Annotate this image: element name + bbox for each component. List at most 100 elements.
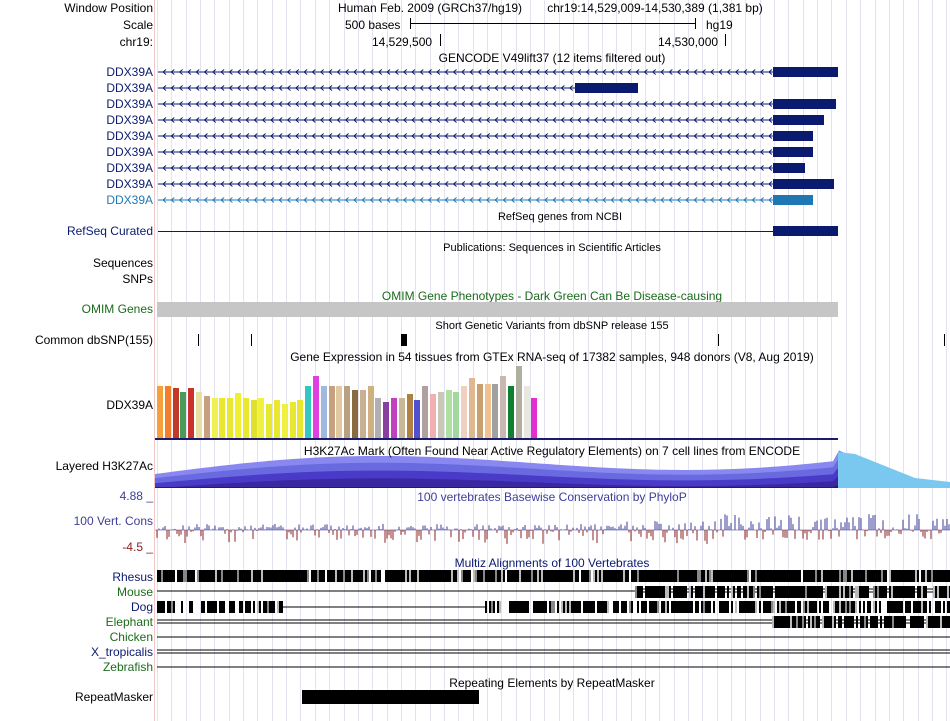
h3k27ac-label[interactable]: Layered H3K27Ac: [55, 459, 153, 473]
gtex-tissue-bar[interactable]: [398, 398, 405, 438]
gtex-tissue-bar[interactable]: [344, 386, 351, 438]
gtex-label[interactable]: DDX39A: [106, 398, 153, 412]
gtex-tissue-bar[interactable]: [157, 386, 163, 438]
gtex-tissue-bar[interactable]: [500, 376, 507, 438]
gencode-transcript-label[interactable]: DDX39A: [106, 129, 153, 143]
omim-bar[interactable]: [157, 302, 838, 317]
gtex-tissue-bar[interactable]: [367, 386, 374, 438]
gtex-tissue-bar[interactable]: [211, 398, 218, 438]
gtex-tissue-bar[interactable]: [406, 394, 413, 438]
gencode-transcript-label[interactable]: DDX39A: [106, 193, 153, 207]
gtex-tissue-bar[interactable]: [172, 388, 179, 438]
gtex-tissue-bar[interactable]: [305, 386, 312, 438]
h3k27ac-signal[interactable]: [155, 440, 950, 490]
multiz-species-label[interactable]: Zebrafish: [102, 660, 153, 674]
repeatmasker-label[interactable]: RepeatMasker: [74, 690, 153, 704]
gencode-transcript-label[interactable]: DDX39A: [106, 177, 153, 191]
gtex-tissue-bar[interactable]: [375, 398, 382, 438]
gtex-tissue-bar[interactable]: [422, 386, 429, 438]
conservation-plot[interactable]: [155, 505, 950, 555]
gtex-tissue-bar[interactable]: [313, 376, 319, 438]
multiz-species-label[interactable]: Dog: [130, 600, 153, 614]
gencode-transcript[interactable]: [158, 163, 805, 173]
gtex-tissue-bar[interactable]: [164, 386, 171, 438]
gtex-tissue-bar[interactable]: [258, 398, 265, 438]
gtex-tissue-bar[interactable]: [469, 378, 475, 438]
gtex-tissue-bar[interactable]: [391, 398, 397, 438]
sequences-label[interactable]: Sequences: [92, 256, 153, 270]
gtex-tissue-bar[interactable]: [274, 400, 280, 438]
gtex-tissue-bar[interactable]: [188, 388, 195, 438]
window-position-label: Window Position: [64, 1, 153, 15]
gencode-transcript-label[interactable]: DDX39A: [106, 161, 153, 175]
gencode-transcript-label[interactable]: DDX39A: [106, 81, 153, 95]
gridline: [444, 0, 445, 721]
gtex-tissue-bar[interactable]: [445, 390, 452, 438]
gtex-tissue-bar[interactable]: [203, 396, 210, 438]
gencode-transcript[interactable]: [158, 179, 834, 189]
gtex-tissue-bar[interactable]: [281, 404, 288, 438]
gtex-tissue-bar[interactable]: [461, 386, 468, 438]
gencode-transcript-label[interactable]: DDX39A: [106, 97, 153, 111]
gtex-tissue-bar[interactable]: [196, 392, 202, 438]
gtex-tissue-bar[interactable]: [476, 384, 483, 438]
browser-track-area[interactable]: Human Feb. 2009 (GRCh37/hg19) chr19:14,5…: [155, 0, 950, 721]
gtex-tissue-bar[interactable]: [235, 393, 241, 438]
dbsnp-label[interactable]: Common dbSNP(155): [34, 333, 153, 347]
refseq-label[interactable]: RefSeq Curated: [66, 224, 153, 238]
multiz-species-label[interactable]: X_tropicalis: [90, 645, 153, 659]
multiz-species-label[interactable]: Chicken: [109, 630, 153, 644]
multiz-species-label[interactable]: Mouse: [116, 585, 153, 599]
gtex-tissue-bar[interactable]: [484, 384, 491, 438]
gtex-tissue-bar[interactable]: [227, 398, 234, 438]
dbsnp-variant[interactable]: [401, 334, 407, 346]
dbsnp-variant[interactable]: [718, 334, 719, 346]
conservation-label[interactable]: 100 Vert. Cons: [73, 514, 153, 528]
gridline: [831, 0, 832, 721]
gencode-transcript[interactable]: [158, 99, 836, 109]
gtex-tissue-bar[interactable]: [414, 400, 421, 438]
gtex-tissue-bar[interactable]: [453, 392, 460, 438]
gencode-transcript[interactable]: [158, 147, 813, 157]
gridline: [272, 0, 273, 721]
gtex-tissue-bar[interactable]: [180, 392, 187, 438]
gencode-transcripts[interactable]: [155, 64, 950, 208]
gtex-tissue-bar[interactable]: [219, 398, 226, 438]
dbsnp-variant[interactable]: [944, 334, 945, 346]
gtex-tissue-bar[interactable]: [508, 386, 514, 438]
gtex-tissue-bar[interactable]: [430, 394, 436, 438]
gtex-tissue-bar[interactable]: [515, 366, 522, 438]
gtex-tissue-bar[interactable]: [492, 384, 499, 438]
gencode-transcript-label[interactable]: DDX39A: [106, 113, 153, 127]
multiz-alignments[interactable]: [155, 568, 950, 678]
omim-label[interactable]: OMIM Genes: [81, 302, 153, 316]
gtex-tissue-bar[interactable]: [437, 392, 444, 438]
gtex-tissue-bar[interactable]: [383, 402, 390, 438]
refseq-exon[interactable]: [773, 226, 838, 236]
gtex-tissue-bar[interactable]: [266, 404, 273, 438]
snps-label[interactable]: SNPs: [122, 272, 153, 286]
gtex-tissue-bar[interactable]: [242, 398, 249, 438]
gtex-tissue-bar[interactable]: [352, 390, 358, 438]
gtex-tissue-bar[interactable]: [523, 386, 530, 438]
gtex-tissue-bar[interactable]: [289, 402, 296, 438]
gtex-tissue-bar[interactable]: [320, 386, 327, 438]
gtex-tissue-bar[interactable]: [250, 400, 257, 438]
repeatmasker-element[interactable]: [302, 690, 479, 704]
gencode-transcript[interactable]: [158, 115, 824, 125]
gtex-tissue-bar[interactable]: [336, 386, 343, 438]
gencode-transcript[interactable]: [158, 83, 638, 93]
gencode-transcript[interactable]: [158, 67, 838, 77]
gencode-transcript[interactable]: [158, 131, 813, 141]
gtex-tissue-bar[interactable]: [359, 390, 366, 438]
gencode-transcript-label[interactable]: DDX39A: [106, 145, 153, 159]
dbsnp-variant[interactable]: [198, 334, 199, 346]
multiz-species-label[interactable]: Rhesus: [112, 570, 153, 584]
gtex-tissue-bar[interactable]: [328, 386, 335, 438]
gtex-tissue-bar[interactable]: [531, 398, 538, 438]
gtex-tissue-bar[interactable]: [297, 400, 304, 438]
multiz-species-label[interactable]: Elephant: [105, 615, 153, 629]
dbsnp-variant[interactable]: [251, 334, 252, 346]
gencode-transcript-label[interactable]: DDX39A: [106, 65, 153, 79]
gencode-transcript[interactable]: [158, 195, 813, 205]
